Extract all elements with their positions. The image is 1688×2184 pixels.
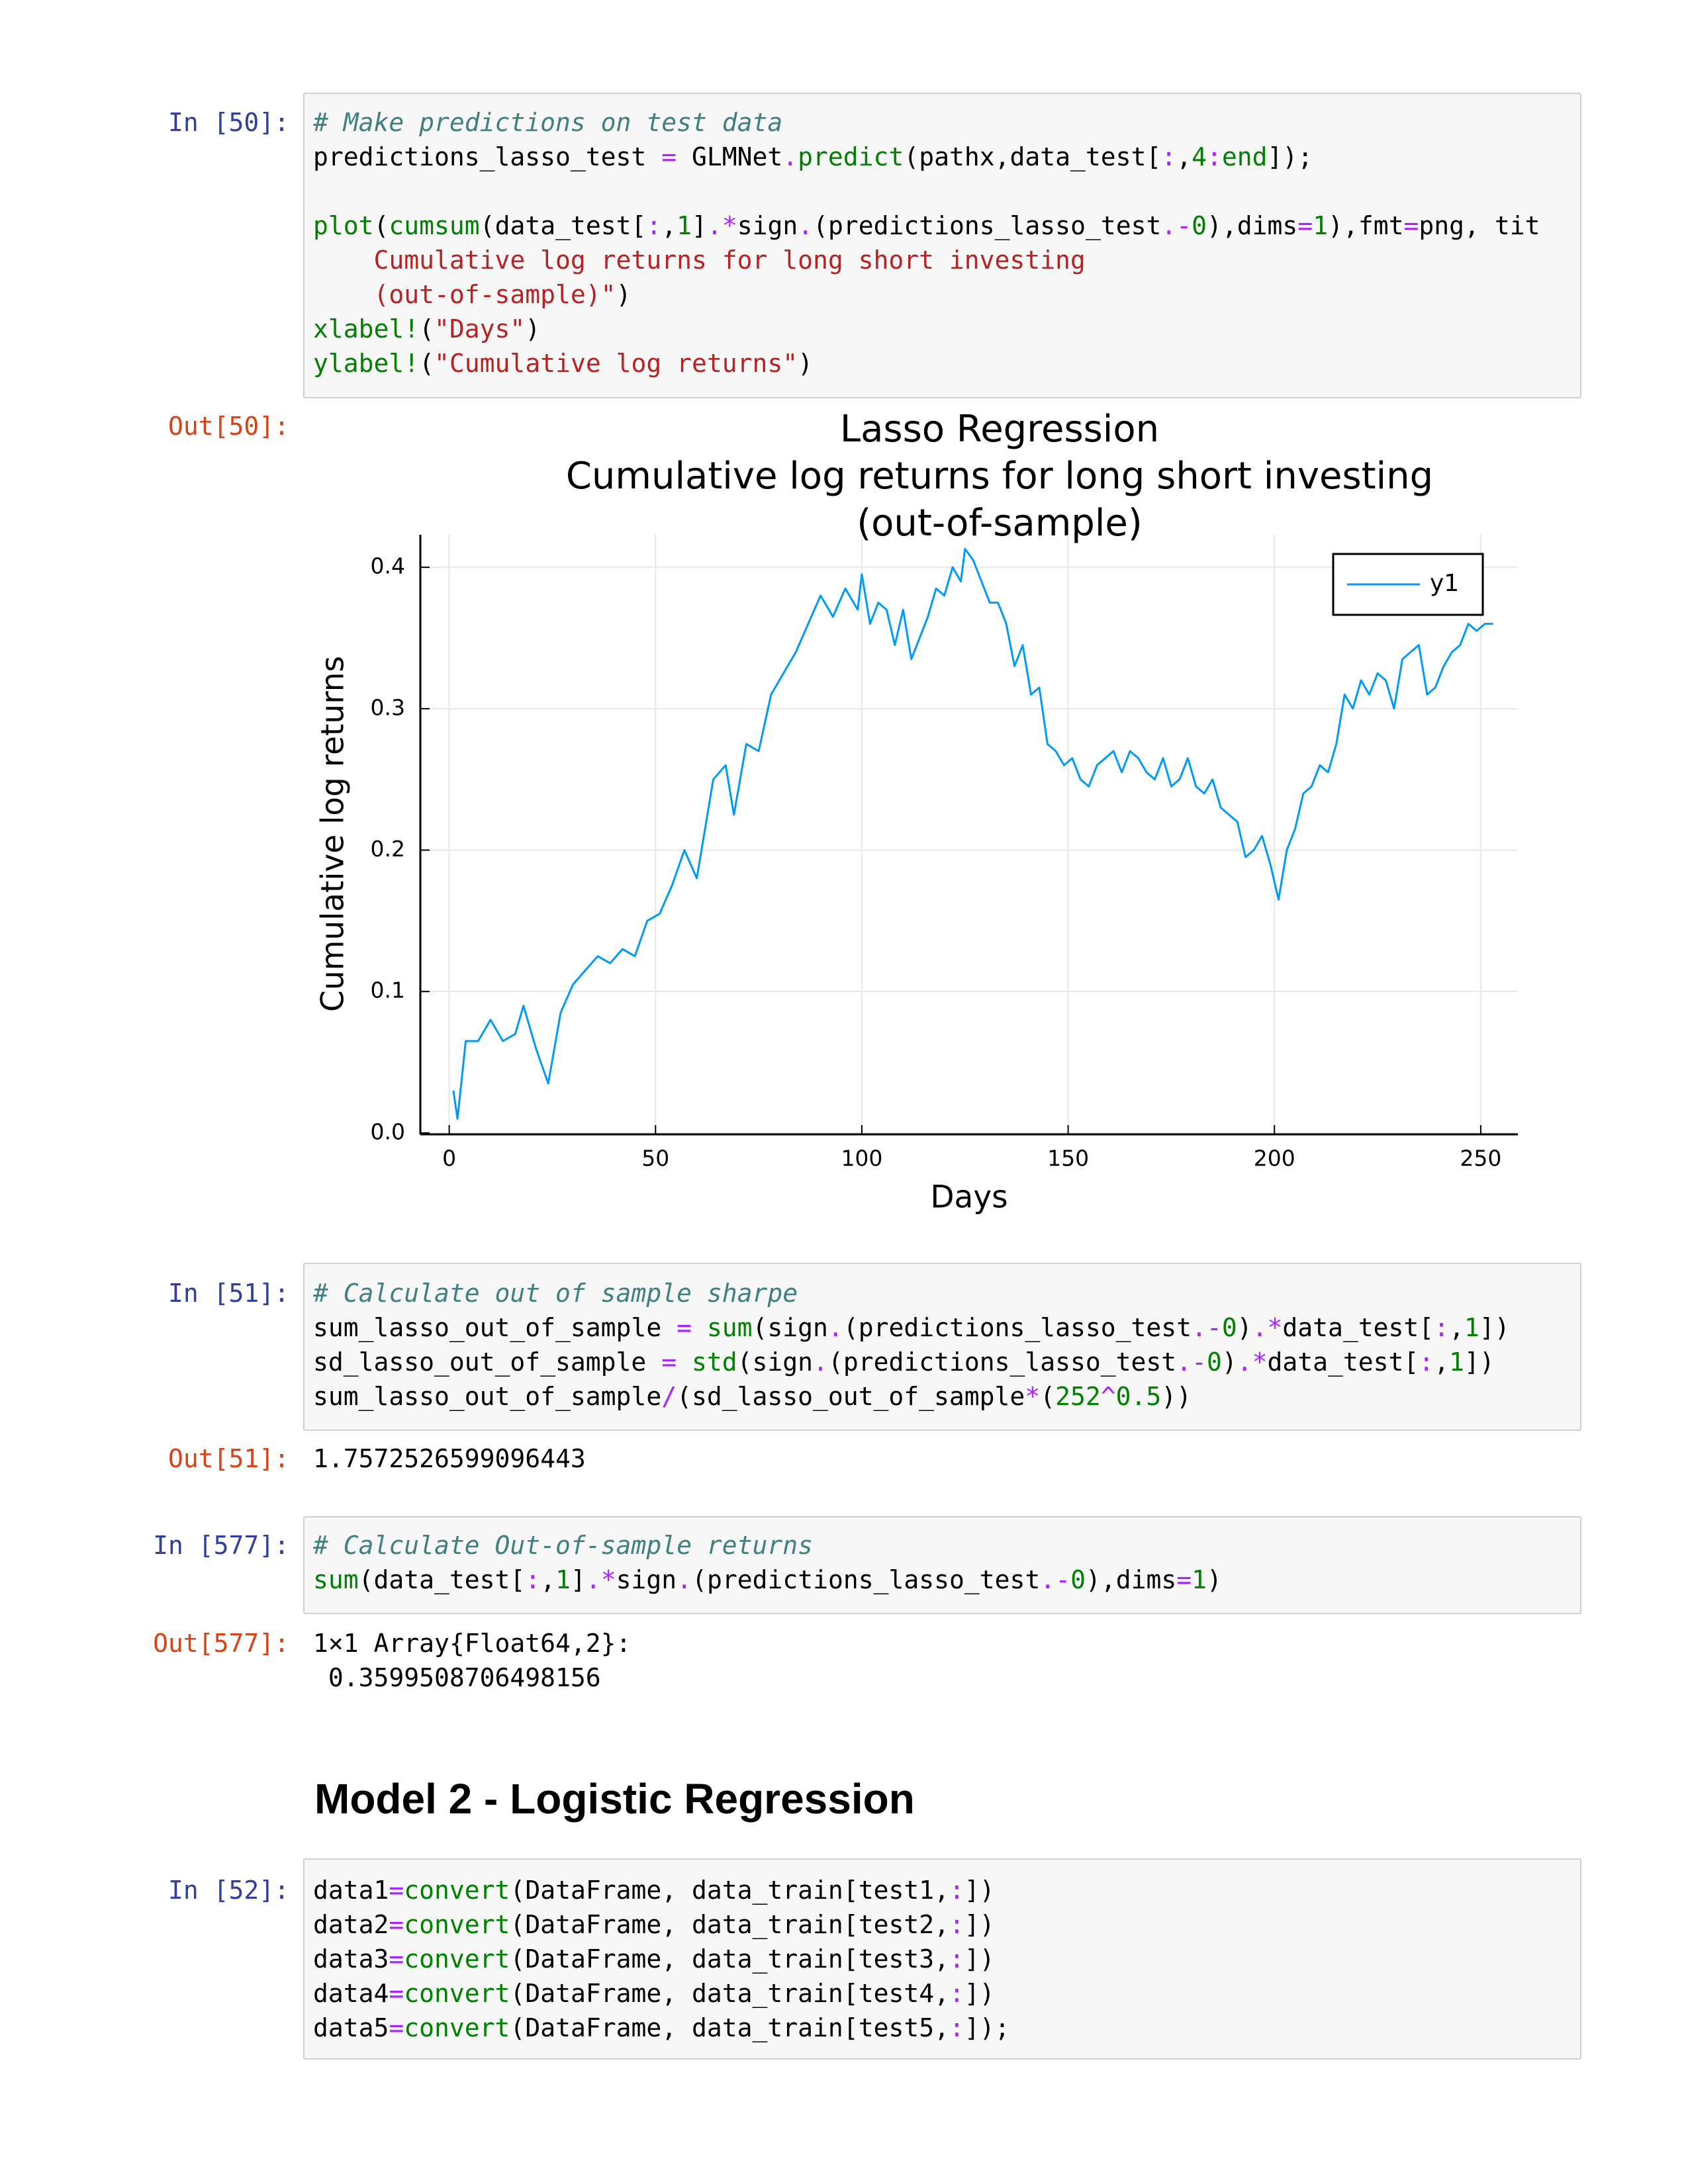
x-tick-label: 50 bbox=[641, 1146, 669, 1171]
y-axis-label: Cumulative log returns bbox=[315, 656, 352, 1012]
code-cell bbox=[303, 93, 1581, 398]
code-line: sum_lasso_out_of_sample/(sd_lasso_out_of… bbox=[313, 1382, 1192, 1411]
x-tick-label: 200 bbox=[1254, 1146, 1295, 1171]
code-cell bbox=[303, 1263, 1581, 1431]
code-line: # Calculate Out-of-sample returns bbox=[313, 1531, 813, 1560]
input-prompt: In [577]: bbox=[153, 1531, 289, 1560]
code-line: # Calculate out of sample sharpe bbox=[313, 1279, 798, 1308]
y-tick-label: 0.0 bbox=[371, 1118, 405, 1144]
input-prompt: In [50]: bbox=[167, 108, 289, 137]
x-tick-label: 150 bbox=[1047, 1146, 1089, 1171]
code-line: ylabel!("Cumulative log returns") bbox=[313, 349, 814, 378]
y-tick-label: 0.2 bbox=[371, 836, 405, 862]
code-line: sum_lasso_out_of_sample = sum(sign.(pred… bbox=[313, 1313, 1510, 1342]
code-line: data1=convert(DataFrame, data_train[test… bbox=[313, 1876, 995, 1905]
code-line: sum(data_test[:,1].*sign.(predictions_la… bbox=[313, 1565, 1222, 1594]
input-prompt: In [51]: bbox=[167, 1279, 289, 1308]
code-line: (out-of-sample)") bbox=[313, 280, 632, 309]
output-prompt: Out[577]: bbox=[153, 1629, 289, 1658]
chart-title: Lasso Regression bbox=[840, 408, 1159, 451]
code-line: # Make predictions on test data bbox=[313, 108, 783, 137]
y-tick-label: 0.3 bbox=[371, 694, 405, 720]
code-line: data4=convert(DataFrame, data_train[test… bbox=[313, 1979, 995, 2008]
code-line: sd_lasso_out_of_sample = std(sign.(predi… bbox=[313, 1347, 1495, 1377]
output-text: 0.3599508706498156 bbox=[313, 1663, 601, 1692]
markdown-heading: Model 2 - Logistic Regression bbox=[314, 1775, 915, 1823]
y-tick-label: 0.1 bbox=[371, 978, 405, 1003]
code-line: data2=convert(DataFrame, data_train[test… bbox=[313, 1910, 995, 1939]
output-prompt: Out[50]: bbox=[167, 412, 289, 441]
data-line bbox=[452, 547, 1493, 1120]
x-tick-label: 250 bbox=[1460, 1146, 1501, 1171]
chart-title: (out-of-sample) bbox=[857, 502, 1142, 545]
chart-title: Cumulative log returns for long short in… bbox=[566, 455, 1433, 498]
legend-label: y1 bbox=[1430, 570, 1459, 597]
output-text: 1×1 Array{Float64,2}: bbox=[313, 1629, 632, 1658]
code-line: xlabel!("Days") bbox=[313, 314, 541, 343]
output-text: 1.7572526599096443 bbox=[313, 1444, 586, 1473]
code-cell bbox=[303, 1516, 1581, 1614]
code-line: plot(cumsum(data_test[:,1].*sign.(predic… bbox=[313, 211, 1540, 240]
x-tick-label: 100 bbox=[841, 1146, 882, 1171]
code-cell bbox=[303, 1858, 1581, 2060]
x-axis-label: Days bbox=[930, 1179, 1008, 1216]
output-prompt: Out[51]: bbox=[167, 1444, 289, 1473]
code-line: data5=convert(DataFrame, data_train[test… bbox=[313, 2013, 1010, 2042]
code-line: predictions_lasso_test = GLMNet.predict(… bbox=[313, 142, 1313, 171]
code-line: Cumulative log returns for long short in… bbox=[313, 246, 1086, 275]
y-tick-label: 0.4 bbox=[371, 553, 405, 579]
code-line: data3=convert(DataFrame, data_train[test… bbox=[313, 1944, 995, 1974]
input-prompt: In [52]: bbox=[167, 1876, 289, 1905]
x-tick-label: 0 bbox=[442, 1146, 456, 1171]
